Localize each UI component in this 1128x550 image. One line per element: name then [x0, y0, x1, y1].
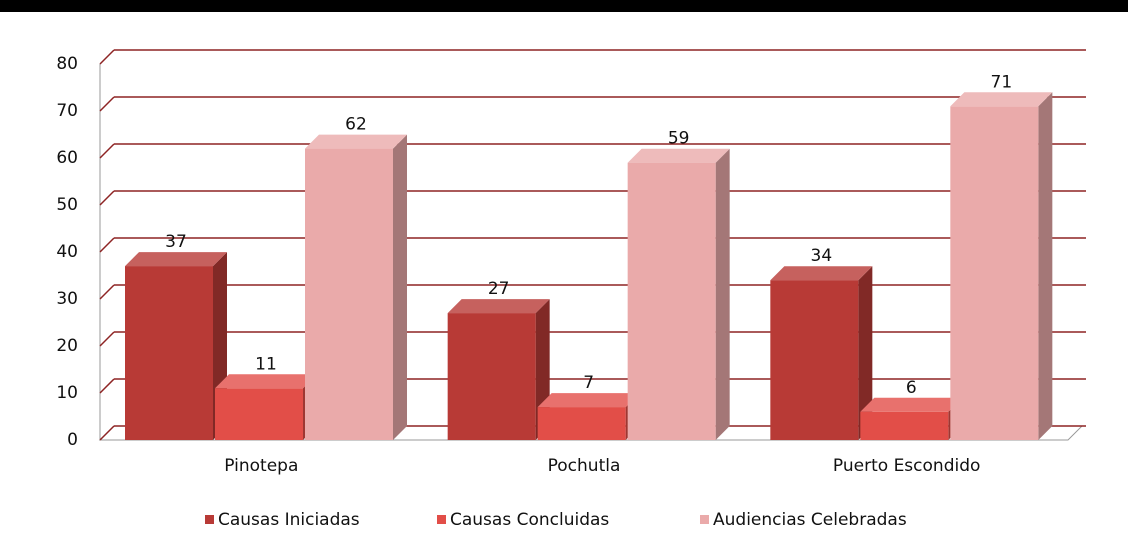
bar	[950, 106, 1039, 441]
x-tick-label: Puerto Escondido	[833, 456, 980, 476]
bar-top	[770, 266, 873, 281]
x-tick-label: Pochutla	[548, 456, 621, 476]
legend-swatch	[437, 515, 446, 524]
bar-top	[950, 92, 1053, 107]
y-tick-label: 60	[56, 148, 78, 168]
y-tick-label: 30	[56, 289, 78, 309]
y-tick-label: 80	[56, 54, 78, 74]
legend-label: Causas Iniciadas	[218, 510, 360, 530]
bar-top	[537, 393, 640, 408]
y-tick-label: 0	[67, 430, 78, 450]
bar	[537, 407, 626, 440]
data-label: 11	[255, 354, 277, 374]
y-tick-label: 20	[56, 336, 78, 356]
data-label: 27	[488, 279, 510, 299]
bar	[627, 162, 716, 440]
bar-side	[1038, 92, 1053, 441]
bar	[447, 313, 536, 440]
legend-label: Audiencias Celebradas	[713, 510, 907, 530]
legend-swatch	[205, 515, 214, 524]
y-tick-label: 10	[56, 383, 78, 403]
y-tick-label: 50	[56, 195, 78, 215]
grid-line-side	[99, 96, 115, 112]
data-label: 6	[906, 378, 917, 398]
bar-top	[305, 134, 407, 149]
data-label: 62	[345, 115, 367, 135]
y-tick-label: 40	[56, 242, 78, 262]
grid-line-side	[99, 49, 115, 65]
legend-swatch	[700, 515, 709, 524]
y-tick-label: 70	[56, 101, 78, 121]
data-label: 37	[165, 232, 187, 252]
bar-side	[715, 148, 730, 440]
x-tick-label: Pinotepa	[224, 456, 298, 476]
bar	[215, 388, 303, 440]
bar-top	[215, 374, 317, 389]
bar-top	[447, 299, 550, 314]
grid-line-side	[99, 425, 115, 441]
grid-line-side	[99, 378, 115, 394]
bar	[860, 411, 949, 440]
bar-top	[860, 397, 963, 412]
bar	[305, 148, 393, 440]
bar-top	[627, 148, 730, 163]
bar-top	[125, 252, 227, 267]
top-band	[0, 0, 1128, 12]
legend-label: Causas Concluidas	[450, 510, 609, 530]
data-label: 7	[583, 373, 594, 393]
grid-line-side	[99, 284, 115, 300]
grid-line-side	[99, 331, 115, 347]
grid-line-side	[99, 237, 115, 253]
bar-side	[858, 266, 873, 440]
data-label: 59	[668, 129, 690, 149]
grid-line-side	[99, 143, 115, 159]
bar-side	[393, 134, 407, 440]
data-label: 34	[811, 246, 833, 266]
bar	[125, 266, 213, 440]
bar	[770, 280, 859, 440]
grid-line-side	[99, 190, 115, 206]
data-label: 71	[991, 72, 1013, 92]
